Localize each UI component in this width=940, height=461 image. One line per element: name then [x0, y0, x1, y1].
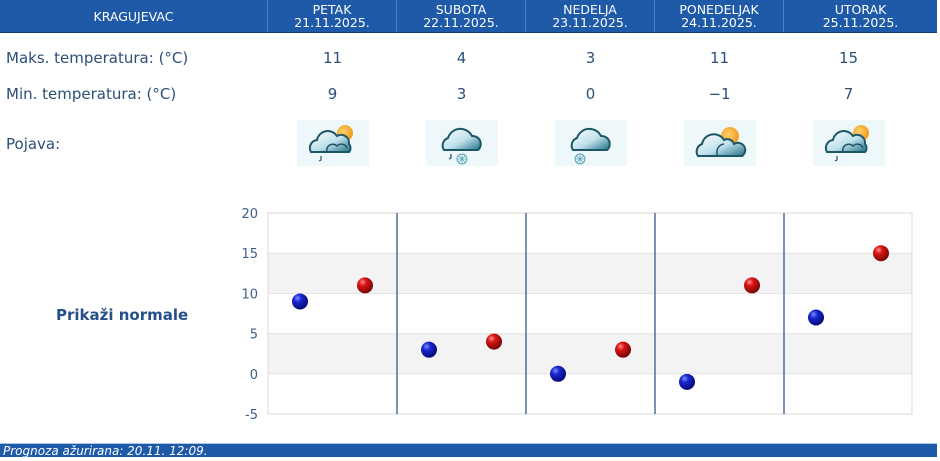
min-temp-value: −1: [708, 85, 731, 103]
day-date: 21.11.2025.: [294, 15, 370, 30]
phenomenon-label: Pojava:: [6, 135, 61, 153]
max-temperature-row: Maks. temperatura: (°C) 11 4 3 11 15: [0, 46, 940, 70]
temperature-chart: 20 15 10 5 0 -5: [241, 207, 913, 423]
max-temp-value: 4: [456, 49, 467, 67]
day-name: UTORAK: [834, 2, 887, 17]
min-temp-marker: [679, 373, 695, 390]
day-name: NEDELJA: [563, 2, 617, 17]
day-name: SUBOTA: [435, 2, 487, 17]
min-temp-marker: [292, 293, 308, 310]
min-temp-marker: [808, 309, 824, 326]
y-tick-label: 0: [250, 368, 258, 383]
day-header-2: SUBOTA 22.11.2025.: [397, 0, 526, 32]
y-tick-label: 10: [241, 287, 258, 302]
y-tick-label: 20: [241, 207, 258, 222]
cloudy-rain-snow-icon: [426, 120, 498, 166]
phenomenon-row: Pojava:: [0, 132, 940, 156]
max-temp-value: 15: [838, 49, 859, 67]
forecast-updated-footer: Prognoza ažurirana: 20.11. 12:09.: [0, 443, 937, 458]
max-temp-value: 3: [585, 49, 596, 67]
day-date: 25.11.2025.: [822, 15, 899, 30]
max-temp-marker: [615, 341, 631, 358]
min-temp-marker: [550, 365, 566, 382]
grid-band: [268, 333, 912, 374]
day-date: 23.11.2025.: [552, 15, 628, 30]
min-temperature-label: Min. temperatura: (°C): [6, 85, 177, 103]
forecast-header: KRAGUJEVAC PETAK 21.11.2025. SUBOTA 22.1…: [0, 0, 937, 33]
day-name: PONEDELJAK: [679, 2, 759, 17]
max-temp-marker: [486, 333, 502, 350]
min-temp-value: 9: [327, 85, 338, 103]
day-header-1: PETAK 21.11.2025.: [268, 0, 397, 32]
min-temp-value: 3: [456, 85, 467, 103]
min-temperature-row: Min. temperatura: (°C) 9 3 0 −1 7: [0, 82, 940, 106]
day-header-3: NEDELJA 23.11.2025.: [526, 0, 655, 32]
min-temp-value: 7: [843, 85, 854, 103]
day-date: 24.11.2025.: [681, 15, 757, 30]
max-temperature-label: Maks. temperatura: (°C): [6, 49, 189, 67]
cloudy-snow-icon: [555, 120, 627, 166]
max-temp-value: 11: [322, 49, 343, 67]
show-normals-link[interactable]: Prikaži normale: [56, 306, 189, 324]
city-name: KRAGUJEVAC: [0, 0, 268, 32]
grid-band: [268, 253, 912, 294]
min-temp-marker: [421, 341, 437, 358]
max-temp-value: 11: [709, 49, 730, 67]
partly-cloudy-light-rain-icon: [297, 120, 369, 166]
max-temp-marker: [744, 277, 760, 294]
partly-cloudy-light-rain-icon: [813, 120, 885, 166]
partly-cloudy-icon: [684, 120, 756, 166]
day-date: 22.11.2025.: [423, 15, 499, 30]
y-tick-label: 5: [250, 328, 258, 343]
max-temp-marker: [873, 245, 889, 262]
day-header-5: UTORAK 25.11.2025.: [784, 0, 937, 32]
y-tick-label: 15: [241, 247, 258, 262]
day-header-4: PONEDELJAK 24.11.2025.: [655, 0, 784, 32]
plot-border: [267, 212, 913, 415]
y-tick-label: -5: [245, 408, 258, 423]
min-temp-value: 0: [585, 85, 596, 103]
day-name: PETAK: [312, 2, 352, 17]
max-temp-marker: [357, 277, 373, 294]
